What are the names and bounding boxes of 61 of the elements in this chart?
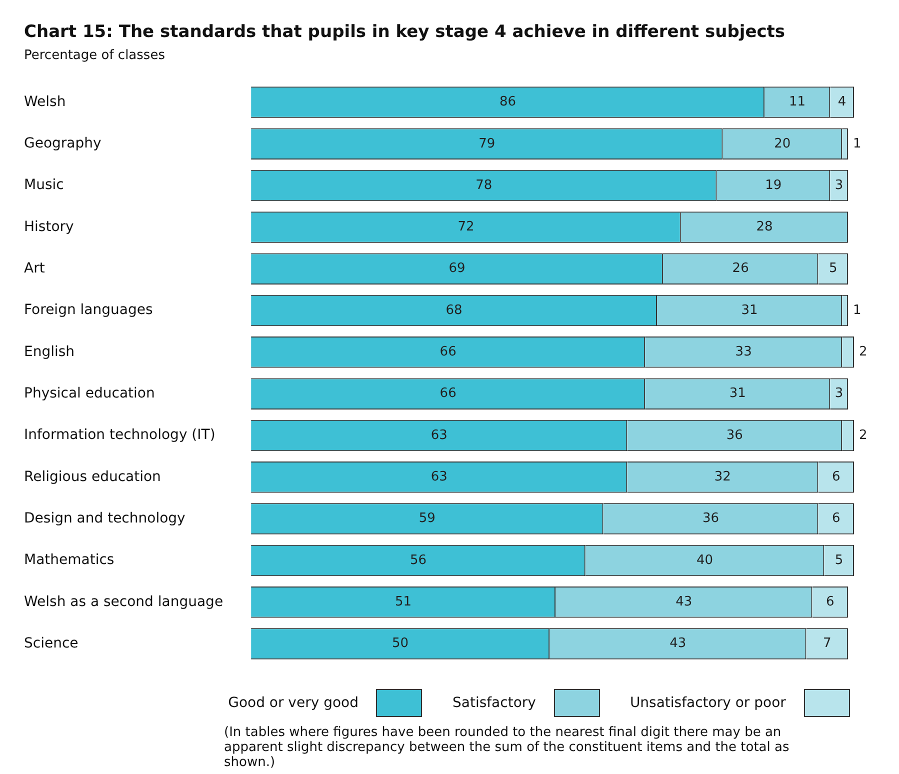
- data-label: 32: [714, 470, 731, 485]
- data-label: 33: [735, 344, 752, 360]
- data-label: 78: [476, 178, 492, 193]
- y-tick-label: Design and technology: [24, 510, 186, 526]
- data-label: 2: [859, 428, 868, 443]
- y-tick-label: Welsh: [24, 94, 66, 110]
- data-label: 20: [774, 136, 791, 152]
- data-label: 4: [838, 94, 846, 110]
- y-tick-label: History: [24, 218, 74, 235]
- data-label: 43: [676, 594, 692, 610]
- y-tick-label: Music: [24, 177, 64, 194]
- data-label: 72: [458, 220, 474, 235]
- data-label: 7: [822, 636, 832, 652]
- data-label: 66: [440, 386, 456, 402]
- data-label: 40: [696, 552, 714, 568]
- data-label: 2: [859, 344, 868, 360]
- data-label: 51: [395, 594, 412, 610]
- y-tick-label: English: [24, 344, 75, 360]
- data-label: 3: [834, 386, 844, 402]
- data-label: 63: [430, 470, 448, 485]
- text: (In tables where figures have been rounded to the nearest final digit there may be an apparent slight discrepancy between the sum of the constituent items and the total as shown.): [224, 725, 790, 770]
- data-label: 50: [392, 636, 409, 652]
- chart-title: Chart 15: The standards that pupils in key stage 4 achieve in different subjects: [24, 22, 786, 42]
- data-label: 6: [832, 470, 840, 485]
- text: Good or very good: [228, 695, 358, 711]
- data-label: 5: [834, 552, 844, 568]
- legend-label: Satisfactory: [452, 695, 536, 711]
- y-tick-label: Mathematics: [24, 552, 114, 568]
- data-label: 66: [440, 344, 456, 360]
- y-tick-label: Welsh as a second language: [24, 594, 224, 610]
- y-tick-label: Art: [24, 260, 46, 276]
- data-label: 68: [446, 302, 462, 318]
- legend-label: Unsatisfactory or poor: [630, 695, 786, 711]
- data-label: 79: [478, 136, 496, 152]
- data-label: 59: [418, 511, 436, 526]
- data-label: 31: [741, 302, 758, 318]
- y-tick-label: Information technology (IT): [24, 427, 216, 444]
- data-label: 11: [789, 94, 806, 110]
- data-label: 69: [448, 261, 466, 276]
- data-label: 6: [826, 594, 834, 610]
- text: Percentage of classes: [24, 48, 166, 63]
- y-tick-label: Foreign languages: [24, 302, 153, 318]
- data-label: 56: [410, 552, 426, 568]
- data-label: 28: [756, 220, 773, 235]
- y-tick-label: Religious education: [24, 468, 161, 485]
- data-label: 6: [832, 511, 840, 526]
- data-label: 5: [828, 261, 838, 276]
- y-tick-label: Physical education: [24, 385, 155, 402]
- y-tick-label: Geography: [24, 136, 102, 152]
- data-label: 1: [853, 136, 862, 152]
- data-label: 26: [732, 261, 749, 276]
- data-label: 31: [729, 386, 746, 402]
- y-tick-label: Science: [24, 635, 78, 652]
- data-label: 19: [765, 178, 782, 193]
- data-label: 63: [430, 428, 448, 443]
- data-label: 3: [834, 178, 844, 193]
- data-label: 43: [670, 636, 686, 652]
- data-label: 1: [853, 302, 862, 318]
- data-label: 86: [499, 94, 516, 110]
- data-label: 36: [726, 428, 743, 443]
- data-label: 36: [702, 511, 719, 526]
